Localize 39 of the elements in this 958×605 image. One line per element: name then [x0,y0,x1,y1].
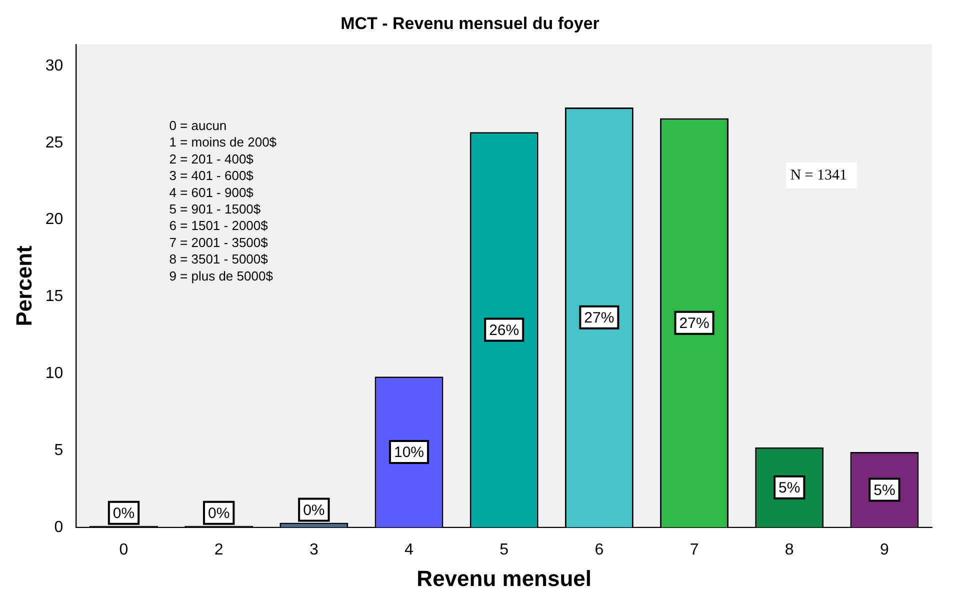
data-label: 27% [584,310,614,327]
y-tick-label: 15 [45,288,64,306]
data-label: 0% [112,505,135,522]
x-tick-label: 9 [880,541,889,558]
x-tick-label: 8 [784,541,794,558]
annotation: 1 = moins de 200$ [169,134,278,150]
x-tick-label: 6 [594,541,604,558]
y-tick-label: 5 [54,442,64,459]
x-tick-label: 3 [309,541,318,558]
y-tick-label: 30 [45,57,64,74]
data-label: 26% [489,322,520,339]
annotation: 0 = aucun [169,118,227,133]
annotation: 8 = 3501 - 5000$ [169,252,269,267]
annotation: 4 = 601 - 900$ [169,184,254,200]
data-label: 27% [679,314,710,332]
annotation: 2 = 201 - 400$ [169,151,254,166]
annotation: 7 = 2001 - 3500$ [169,234,269,250]
x-axis-title: Revenu mensuel [416,566,592,591]
x-tick-label: 4 [404,541,414,558]
x-tick-label: 2 [214,541,224,558]
annotation: 9 = plus de 5000$ [169,268,274,284]
y-tick-label: 20 [45,211,64,228]
annotation: 5 = 901 - 1500$ [169,201,262,216]
data-label: 5% [874,482,896,499]
x-tick-label: 7 [690,541,699,558]
data-label: 10% [394,444,424,462]
annotation: N = 1341 [790,167,847,184]
y-tick-label: 0 [54,518,64,536]
chart-title: MCT - Revenu mensuel du foyer [340,14,600,33]
y-axis-title: Percent [11,244,36,326]
x-tick-label: 5 [500,541,509,558]
x-tick-label: 0 [119,541,128,558]
annotation: 3 = 401 - 600$ [169,168,254,184]
y-tick-label: 10 [45,364,64,382]
y-tick-label: 25 [45,134,64,152]
data-label: 5% [778,480,800,497]
annotation: 6 = 1501 - 2000$ [169,218,269,234]
data-label: 0% [303,502,325,519]
data-label: 0% [208,505,230,522]
